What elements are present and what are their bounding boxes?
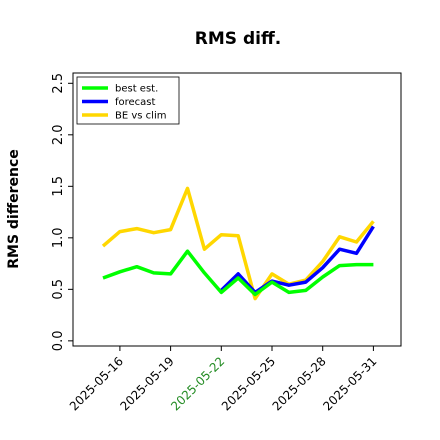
legend-label: best est. xyxy=(115,84,158,95)
y-tick-label: 1.0 xyxy=(51,227,66,248)
y-tick-label: 2.5 xyxy=(51,73,66,94)
series-line xyxy=(101,186,375,301)
legend-label: BE vs clim xyxy=(115,111,166,122)
series-line xyxy=(220,225,375,295)
x-tick-label: 2025-05-31 xyxy=(320,354,379,413)
y-tick-label: 2.0 xyxy=(51,124,66,145)
legend: best est. forecast BE vs clim xyxy=(76,76,180,125)
y-axis: 0.0 0.5 1.0 1.5 2.0 2.5 xyxy=(51,73,73,351)
legend-label: forecast xyxy=(115,97,156,108)
plot-area xyxy=(72,72,402,347)
series-line xyxy=(102,249,374,297)
y-tick-label: 0.0 xyxy=(51,331,66,352)
y-tick-label: 0.5 xyxy=(51,279,66,300)
x-axis: 2025-05-162025-05-192025-05-222025-05-25… xyxy=(67,346,380,413)
series-lines xyxy=(101,186,375,301)
y-tick-label: 1.5 xyxy=(51,176,66,197)
y-axis-label: RMS difference xyxy=(6,149,22,269)
chart-title: RMS diff. xyxy=(195,29,281,49)
